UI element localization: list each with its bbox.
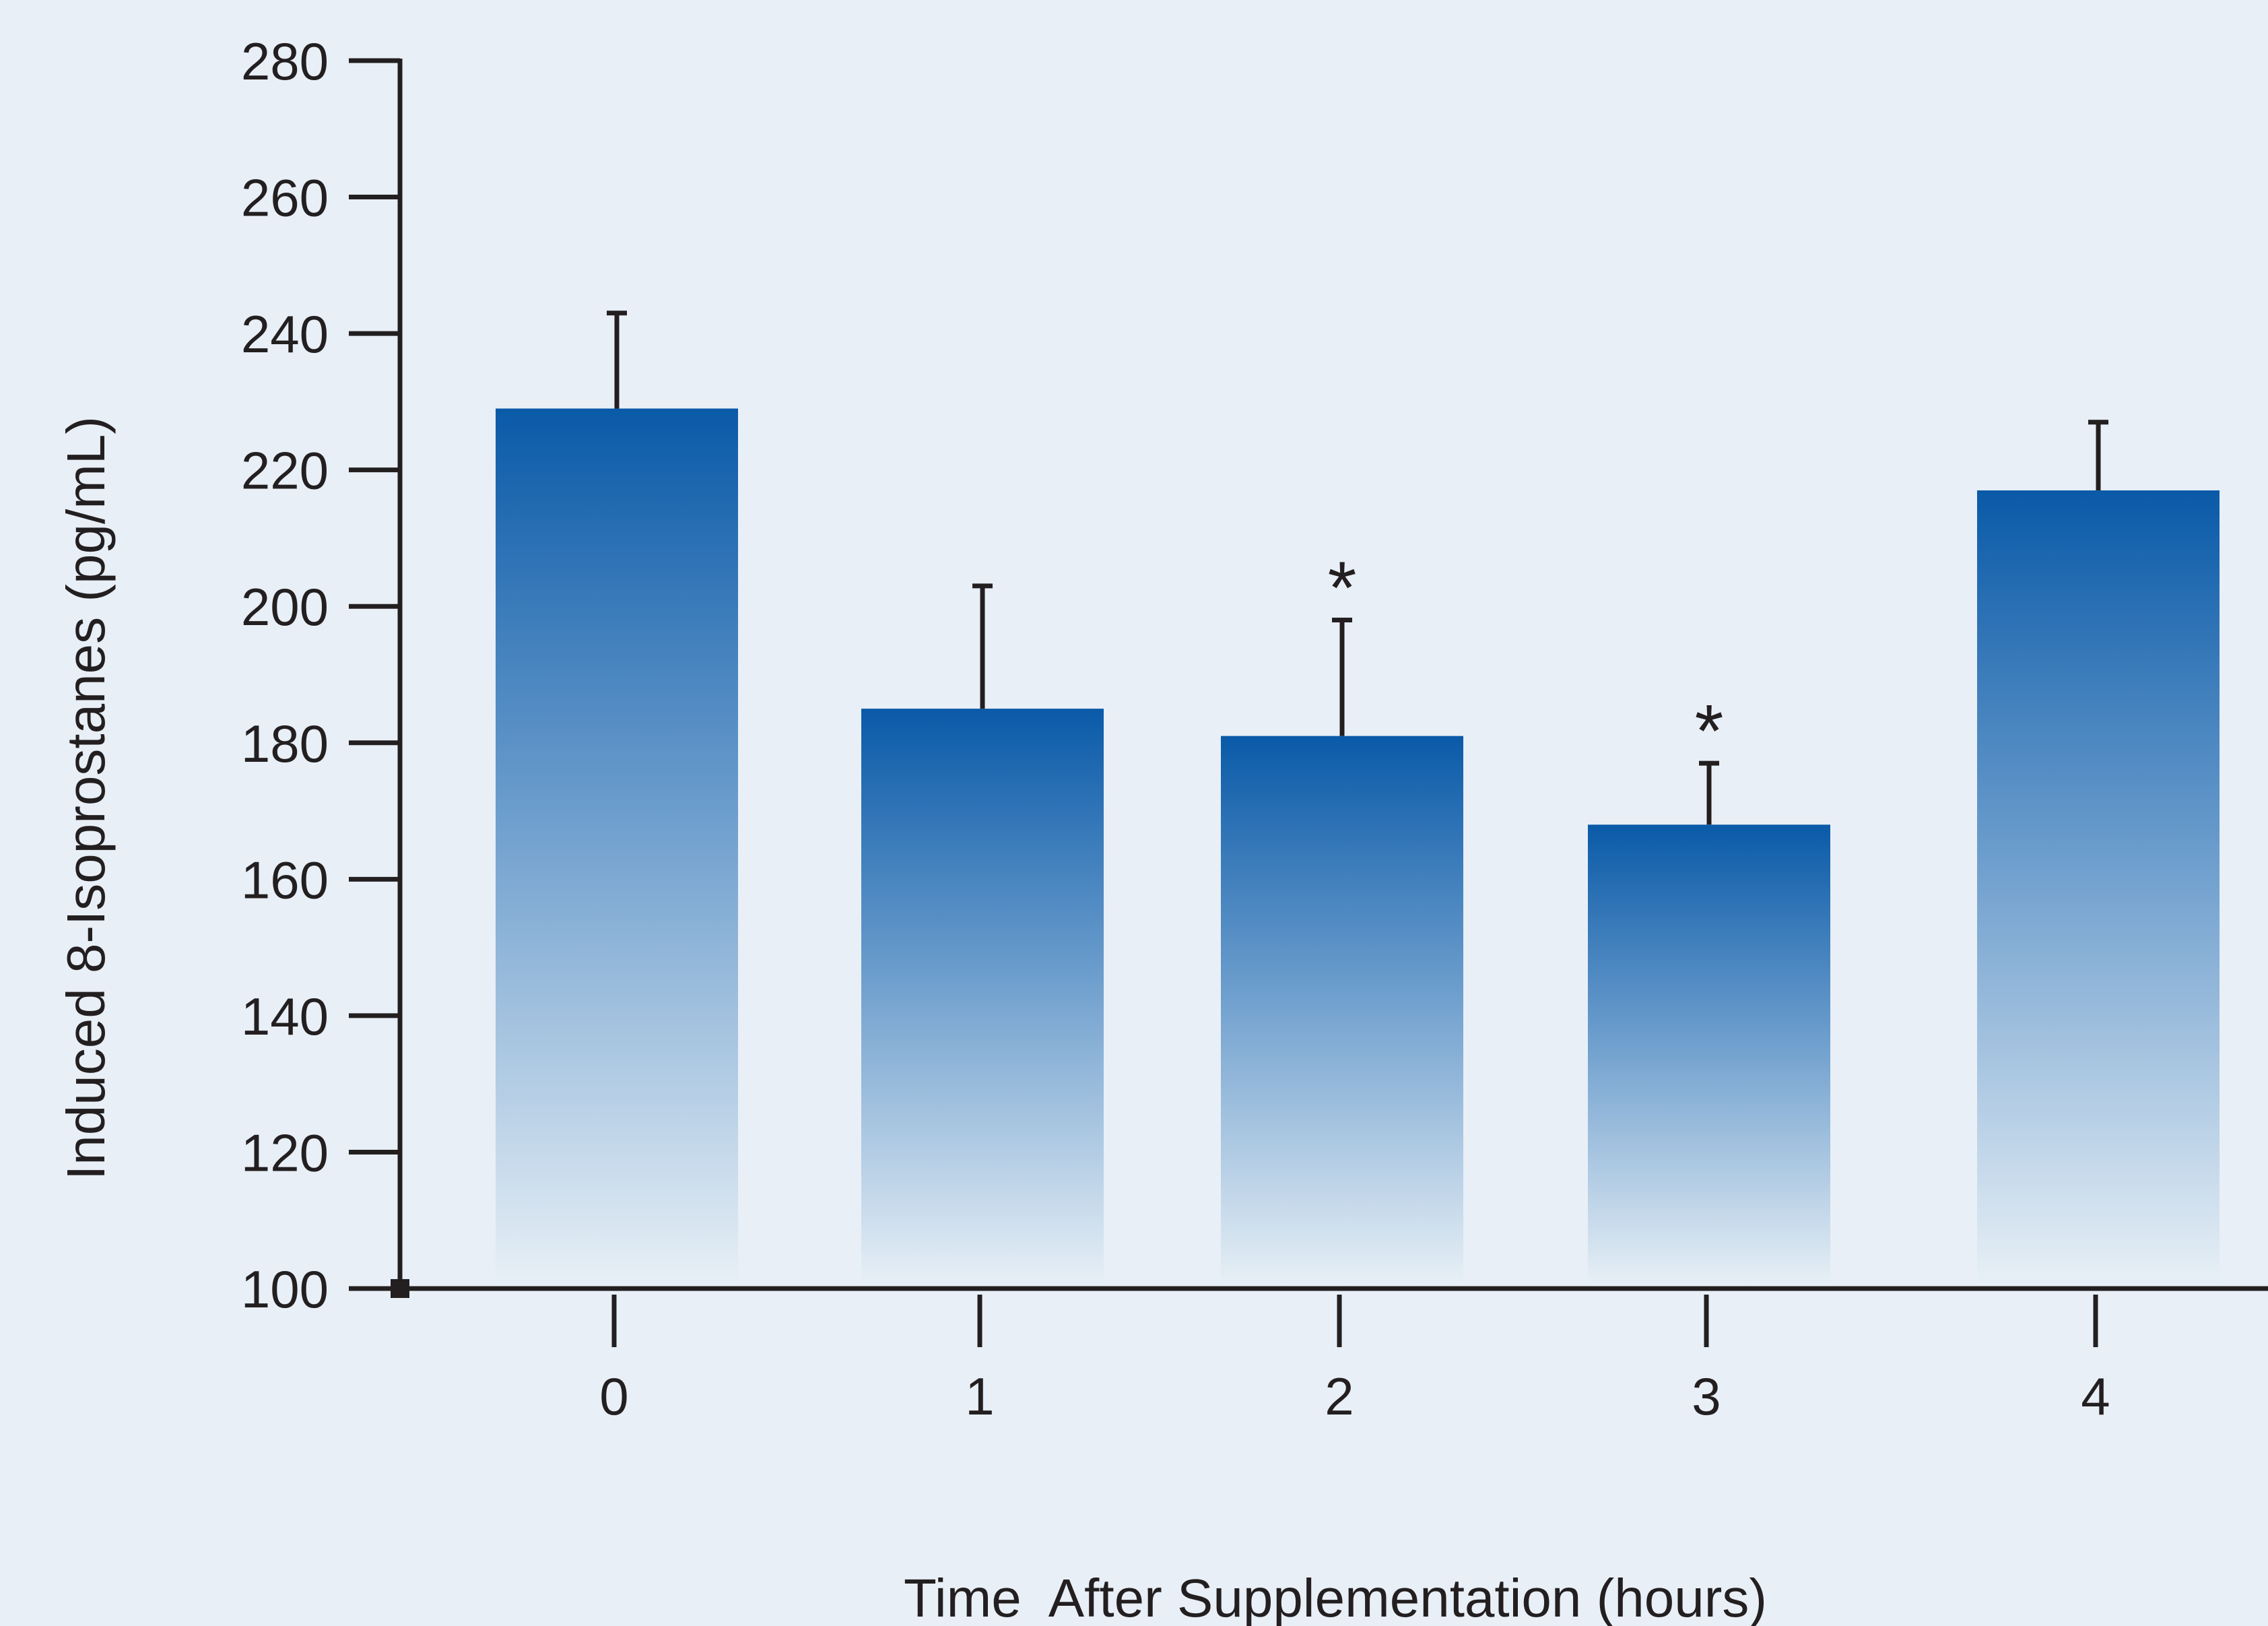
y-tick-label-180: 180 [241,714,329,773]
bar-3 [1588,824,1830,1286]
y-tick-label-140: 140 [241,987,329,1046]
x-tick-label-0: 0 [599,1367,628,1426]
y-tick-label-240: 240 [241,304,329,364]
bar-0 [496,409,738,1286]
y-axis-title: Induced 8-Isoprostanes (pg/mL) [56,416,116,1180]
y-tick-label-200: 200 [241,577,329,637]
significance-mark-3: * [1695,690,1724,773]
y-tick-label-260: 260 [241,168,329,228]
y-tick-label-280: 280 [241,32,329,91]
bar-4 [1977,490,2220,1286]
y-tick-label-220: 220 [241,441,329,500]
x-tick-label-2: 2 [1325,1367,1354,1426]
y-tick-label-100: 100 [241,1260,329,1319]
bar-1 [861,709,1104,1286]
significance-mark-2: * [1328,546,1357,629]
bar-2 [1221,736,1463,1286]
y-tick-label-160: 160 [241,850,329,909]
x-axis-title: Time After Supplementation (hours) [904,1568,1767,1626]
x-tick-label-3: 3 [1692,1367,1721,1426]
x-tick-label-1: 1 [965,1367,994,1426]
x-tick-label-4: 4 [2081,1367,2110,1426]
y-tick-label-120: 120 [241,1123,329,1182]
